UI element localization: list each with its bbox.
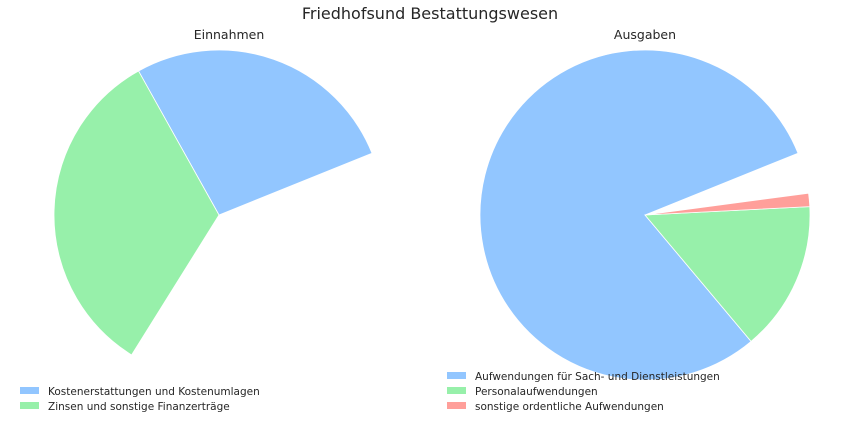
legend-einnahmen: Kostenerstattungen und Kostenumlagen Zins…	[20, 386, 260, 413]
legend-label-sonstige-ordentliche-aufwendungen: sonstige ordentliche Aufwendungen	[475, 401, 664, 413]
pie-slice-personalaufwendungen	[644, 206, 811, 342]
legend-label-personalaufwendungen: Personalaufwendungen	[475, 386, 598, 398]
legend-ausgaben: Aufwendungen für Sach- und Dienstleistun…	[447, 371, 720, 413]
pie-title-ausgaben: Ausgaben	[614, 27, 676, 42]
pie-ausgaben-slices	[479, 49, 811, 381]
legend-swatch-sonstige-ordentliche-aufwendungen	[447, 402, 466, 409]
legend-swatch-personalaufwendungen	[447, 387, 466, 394]
legend-swatch-aufwendungen-f-r-sach-und-dienstleistungen	[447, 372, 466, 379]
pie-slice-kostenerstattungen-und-kostenumlagen	[137, 49, 373, 216]
pie-slice-zinsen-und-sonstige-finanzertr-ge	[53, 70, 220, 356]
pie-einnahmen: Einnahmen Kostenerstattungen und Kostenu…	[20, 27, 373, 413]
pie-title-einnahmen: Einnahmen	[194, 27, 265, 42]
pie-slice-sonstige-ordentliche-aufwendungen	[644, 192, 811, 216]
legend-label-zinsen-und-sonstige-finanzertr-ge: Zinsen und sonstige Finanzerträge	[48, 401, 230, 413]
legend-label-aufwendungen-f-r-sach-und-dienstleistungen: Aufwendungen für Sach- und Dienstleistun…	[475, 371, 720, 383]
pie-einnahmen-slices	[53, 49, 373, 356]
pie-ausgaben: Ausgaben Aufwendungen für Sach- und Dien…	[447, 27, 811, 413]
figure-title: Friedhofsund Bestattungswesen	[302, 4, 558, 23]
legend-swatch-zinsen-und-sonstige-finanzertr-ge	[20, 402, 39, 409]
legend-swatch-kostenerstattungen-und-kostenumlagen	[20, 387, 39, 394]
pie-slice-aufwendungen-f-r-sach-und-dienstleistungen	[479, 49, 799, 381]
legend-label-kostenerstattungen-und-kostenumlagen: Kostenerstattungen und Kostenumlagen	[48, 386, 260, 398]
